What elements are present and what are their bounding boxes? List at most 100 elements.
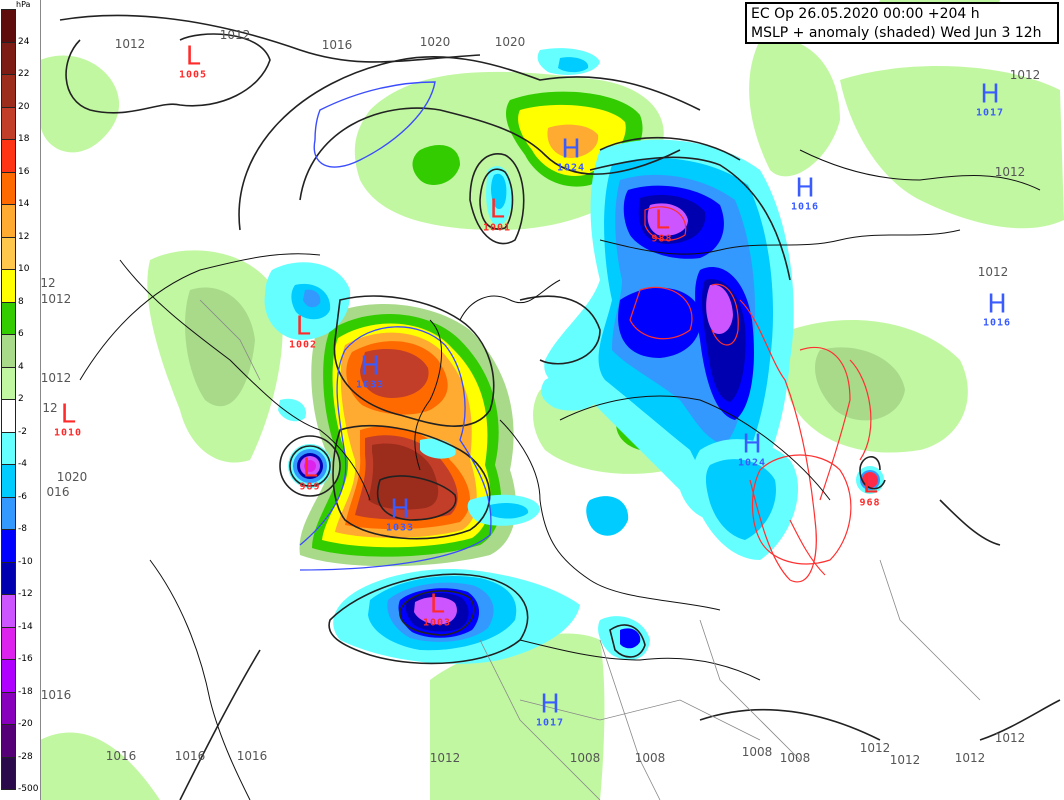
legend-swatch — [1, 496, 16, 530]
legend-swatch — [1, 171, 16, 205]
center-pressure-value: 1003 — [422, 617, 452, 629]
low-pressure-center: L 988 — [651, 208, 672, 245]
legend-swatch — [1, 529, 16, 563]
center-pressure-value: 989 — [299, 481, 321, 493]
high-pressure-center: H 1016 — [791, 176, 819, 213]
low-pressure-center: L 968 — [859, 472, 880, 509]
isobar-label: 1008 — [779, 751, 811, 765]
legend-label: 8 — [18, 296, 24, 307]
high-pressure-center: H 1017 — [536, 692, 564, 729]
isobar-label: 1008 — [741, 745, 773, 759]
high-pressure-center: H 1024 — [738, 432, 766, 469]
center-pressure-value: 1024 — [556, 162, 586, 174]
legend-swatch — [1, 431, 16, 465]
legend-label: 24 — [18, 36, 30, 47]
anomaly-positive-atlantic — [299, 303, 516, 567]
low-pressure-center: L 989 — [299, 456, 320, 493]
legend-label: 16 — [18, 166, 30, 177]
center-pressure-value: 1024 — [737, 457, 767, 469]
legend-label: 10 — [18, 264, 30, 274]
legend-label: 22 — [18, 69, 30, 79]
center-pressure-value: 1005 — [178, 69, 208, 81]
legend-swatch — [1, 204, 16, 238]
legend-label: -2 — [18, 426, 27, 437]
high-symbol: H — [987, 289, 1007, 320]
high-pressure-center: H 1017 — [976, 82, 1004, 119]
legend-swatch — [1, 659, 16, 693]
isobar-label: 1016 — [236, 749, 268, 763]
isobar-label: 1012 — [889, 753, 921, 767]
isobar-label: 016 — [46, 485, 70, 499]
high-pressure-center: H 1033 — [356, 354, 384, 391]
anomaly-negative-siberia — [537, 48, 799, 660]
isobar-label: 1012 — [859, 741, 891, 755]
center-pressure-value: 1033 — [355, 379, 385, 391]
anomaly-negative-1001 — [486, 166, 512, 226]
center-pressure-value: 1001 — [482, 222, 512, 234]
color-scale-legend: hPa 24 22 20 18 16 14 12 10 8 6 4 2 -2 -4 -6 -8 -10 -12 -1… — [0, 0, 41, 800]
legend-swatch — [1, 724, 16, 758]
legend-label: -6 — [18, 491, 27, 502]
legend-label: -20 — [18, 719, 33, 729]
legend-swatch — [1, 594, 16, 628]
legend-label: 18 — [18, 134, 30, 144]
low-pressure-center: L 1010 — [54, 402, 82, 439]
run-info: EC Op 26.05.2020 00:00 +204 h — [751, 6, 980, 22]
legend-swatch — [1, 561, 16, 595]
legend-swatch — [1, 626, 16, 660]
title-box: EC Op 26.05.2020 00:00 +204 h MSLP + ano… — [745, 2, 1059, 44]
anomaly-negative-america — [264, 262, 540, 526]
isobar-label: 1012 — [219, 28, 251, 42]
legend-label: 14 — [18, 199, 30, 209]
low-pressure-center: L 1002 — [289, 314, 317, 351]
low-symbol: L — [295, 311, 311, 342]
low-symbol: L — [862, 469, 878, 500]
low-symbol: L — [302, 453, 318, 484]
legend-swatch — [1, 106, 16, 140]
isobar-label: 1012 — [994, 165, 1026, 179]
legend-label: -18 — [18, 686, 33, 697]
center-pressure-value: 1016 — [982, 317, 1012, 329]
legend-unit: hPa — [16, 0, 31, 9]
isobar-label: 1020 — [419, 35, 451, 49]
low-symbol: L — [60, 399, 76, 430]
legend-label: -16 — [18, 654, 33, 664]
legend-swatch — [1, 334, 16, 368]
legend-swatch — [1, 301, 16, 335]
isobar-label: 1012 — [1009, 68, 1041, 82]
country-borders — [199, 299, 981, 800]
high-pressure-center: H 1016 — [983, 292, 1011, 329]
legend-swatch — [1, 399, 16, 433]
isobar-label: 1008 — [569, 751, 601, 765]
low-pressure-center: L 1005 — [179, 44, 207, 81]
isobar-label: 1020 — [56, 470, 88, 484]
low-symbol: L — [429, 589, 445, 620]
high-symbol: H — [561, 134, 581, 165]
low-symbol: L — [185, 41, 201, 72]
legend-swatch — [1, 236, 16, 270]
high-symbol: H — [360, 351, 380, 382]
low-symbol: L — [654, 205, 670, 236]
isobar-label: 1016 — [105, 749, 137, 763]
legend-swatch — [1, 41, 16, 75]
anomaly-positive-medium — [185, 287, 905, 421]
isobar-label: 1016 — [174, 749, 206, 763]
legend-label: -10 — [18, 556, 33, 567]
high-symbol: H — [795, 173, 815, 204]
center-pressure-value: 1010 — [53, 427, 83, 439]
legend-label: -14 — [18, 621, 33, 632]
isobar-label: 1012 — [429, 751, 461, 765]
high-pressure-center: H 1024 — [557, 137, 585, 174]
coastlines — [79, 149, 1041, 800]
legend-label: 4 — [18, 361, 24, 372]
isobar-label: 12 — [40, 276, 56, 290]
isobars — [59, 14, 1061, 800]
legend-label: -28 — [18, 751, 33, 762]
legend-label: 6 — [18, 329, 24, 339]
center-pressure-value: 1002 — [288, 339, 318, 351]
legend-swatch — [1, 366, 16, 400]
isobar-1020-blue — [313, 81, 436, 168]
isobar-label: 1008 — [634, 751, 666, 765]
